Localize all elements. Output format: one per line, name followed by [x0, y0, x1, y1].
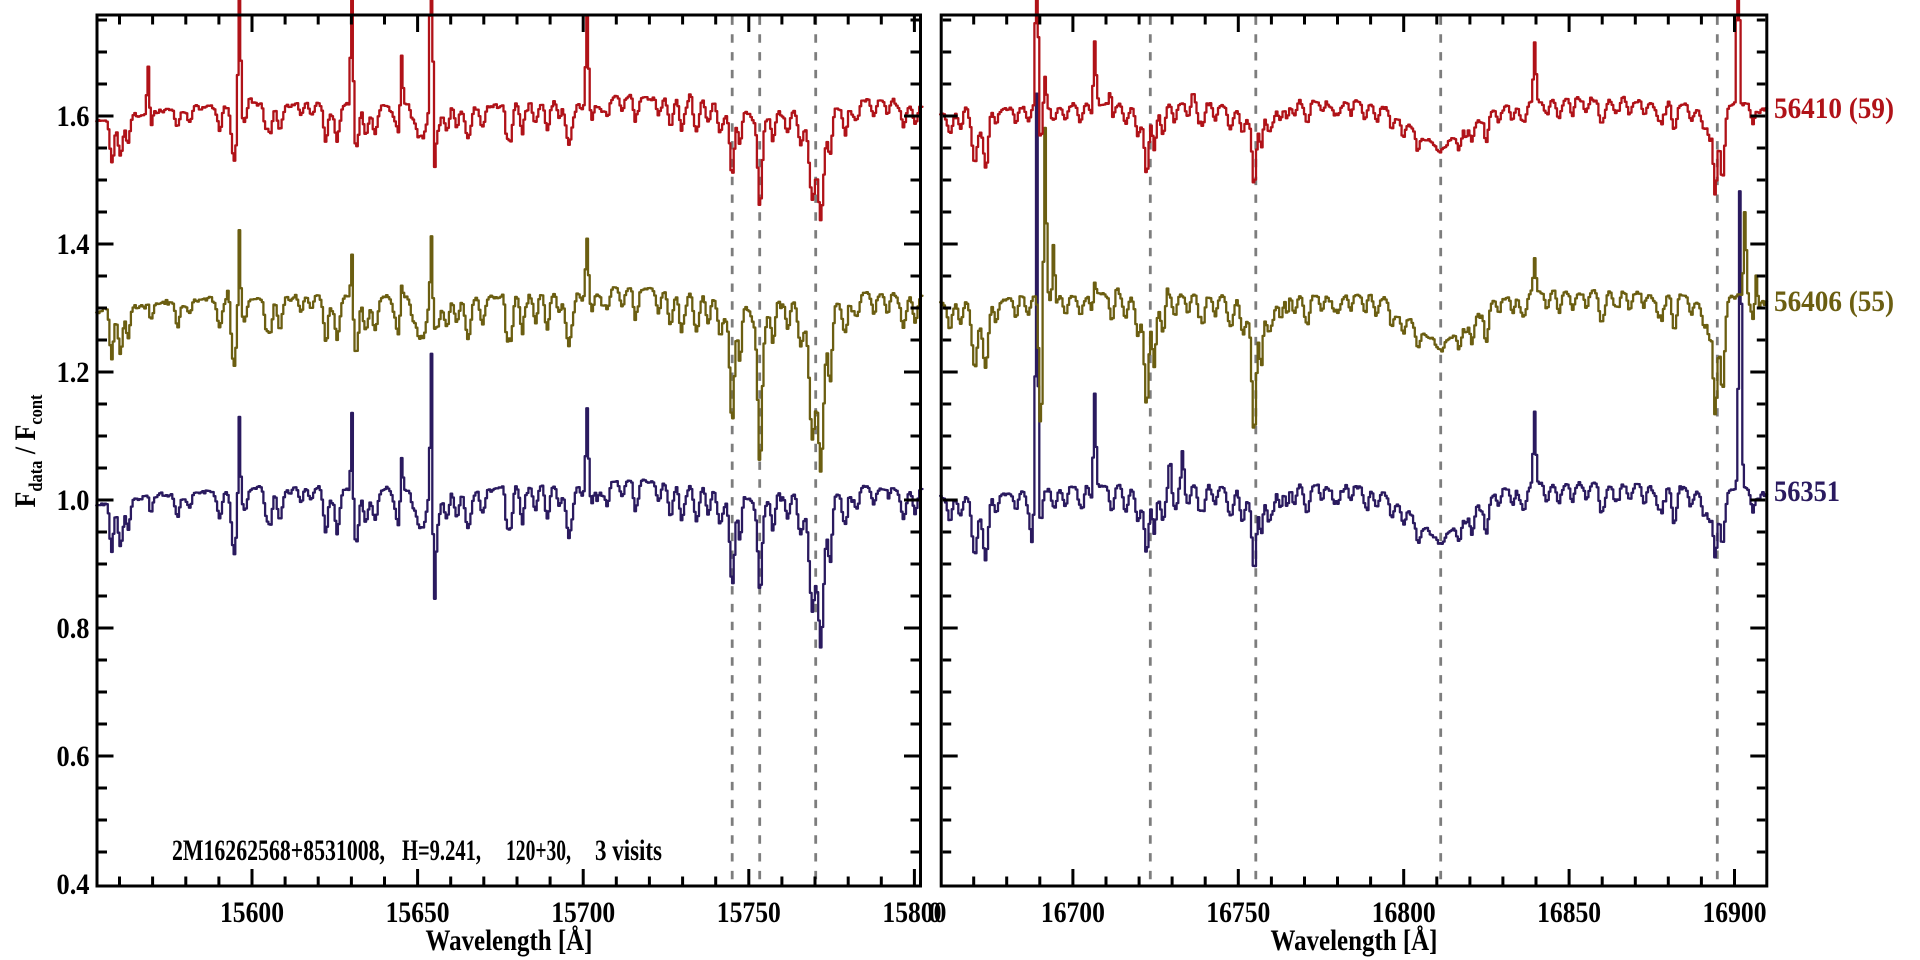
- svg-text:Wavelength [Å]: Wavelength [Å]: [1271, 924, 1438, 957]
- svg-text:15600: 15600: [220, 896, 284, 929]
- svg-text:0: 0: [929, 896, 942, 929]
- svg-text:16850: 16850: [1537, 896, 1601, 929]
- svg-text:Wavelength [Å]: Wavelength [Å]: [426, 924, 593, 957]
- svg-text:2M16262568+8531008,: 2M16262568+8531008,: [172, 834, 385, 867]
- svg-text:15700: 15700: [551, 896, 615, 929]
- svg-text:15800: 15800: [882, 896, 946, 929]
- svg-text:16700: 16700: [1041, 896, 1105, 929]
- svg-text:3 visits: 3 visits: [595, 834, 662, 867]
- svg-text:15750: 15750: [717, 896, 781, 929]
- svg-text:0.6: 0.6: [57, 740, 90, 773]
- svg-text:0.8: 0.8: [57, 612, 90, 645]
- svg-text:56351: 56351: [1774, 475, 1840, 508]
- svg-text:16800: 16800: [1372, 896, 1436, 929]
- svg-text:1.6: 1.6: [57, 100, 90, 133]
- svg-text:0.4: 0.4: [57, 868, 90, 901]
- svg-text:56406 (55): 56406 (55): [1774, 285, 1894, 318]
- svg-text:H=9.241,: H=9.241,: [402, 834, 481, 867]
- svg-text:15650: 15650: [386, 896, 450, 929]
- svg-text:16750: 16750: [1206, 896, 1270, 929]
- svg-text:16900: 16900: [1703, 896, 1767, 929]
- svg-text:1.0: 1.0: [57, 484, 90, 517]
- svg-text:56410 (59): 56410 (59): [1774, 92, 1894, 125]
- svg-text:120+30,: 120+30,: [506, 834, 571, 867]
- svg-text:1.2: 1.2: [57, 356, 90, 389]
- svg-text:1.4: 1.4: [57, 228, 90, 261]
